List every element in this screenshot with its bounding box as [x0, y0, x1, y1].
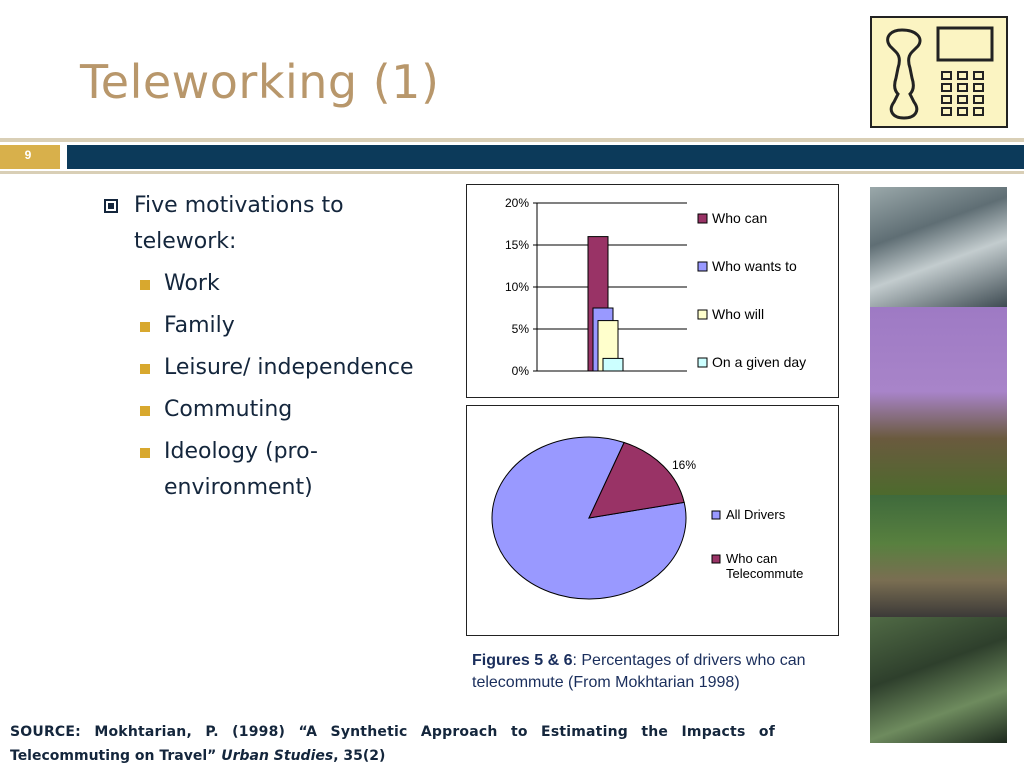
main-bullet: Five motivations to telework: [100, 188, 450, 260]
sub-bullet-text: Ideology (pro-environment) [164, 439, 318, 500]
source-line-2: Telecommuting on Travel” [10, 748, 222, 764]
legend-label: All Drivers [726, 507, 786, 522]
square-bullet-icon [140, 322, 150, 332]
source-citation: SOURCE: Mokhtarian, P. (1998) “A Synthet… [10, 720, 775, 768]
square-bullet-icon [140, 448, 150, 458]
legend-swatch [711, 510, 721, 520]
pie-chart-svg: 16% All Drivers Who can Telecommute [491, 436, 803, 600]
sub-bullet: Ideology (pro-environment) [100, 434, 450, 506]
legend-label: Who can [712, 210, 767, 226]
sub-bullet: Leisure/ independence [100, 350, 450, 386]
bullet-list: Five motivations to telework: Work Famil… [100, 188, 450, 506]
photo-power-lines [870, 307, 1007, 495]
y-tick-label: 5% [512, 322, 530, 336]
sub-bullet-text: Leisure/ independence [164, 355, 414, 380]
legend-swatch [697, 213, 708, 224]
y-tick-label: 15% [505, 238, 529, 252]
legend-swatch [711, 554, 721, 564]
source-line-2-end: , 35(2) [333, 748, 386, 764]
header-band [67, 145, 1024, 169]
caption-text: : Percentages of drivers who can telecom… [472, 652, 806, 691]
legend-swatch [697, 357, 708, 368]
band-gap [60, 145, 67, 169]
header-rule [0, 138, 1024, 142]
photo-circuit-globe [870, 495, 1007, 617]
source-line-1: SOURCE: Mokhtarian, P. (1998) “A Synthet… [10, 724, 775, 740]
sub-bullet: Commuting [100, 392, 450, 428]
sub-bullet-text: Commuting [164, 397, 293, 422]
sub-bullet-text: Work [164, 271, 220, 296]
journal-name: Urban Studies [221, 748, 334, 764]
legend-label: Who wants to [712, 258, 797, 274]
main-bullet-text: Five motivations to telework: [134, 193, 344, 254]
pie-chart: 16% All Drivers Who can Telecommute [466, 405, 839, 636]
sub-bullet: Family [100, 308, 450, 344]
legend-label: Who will [712, 306, 764, 322]
legend-swatch [697, 309, 708, 320]
y-tick-label: 0% [512, 364, 530, 378]
y-tick-label: 20% [505, 196, 529, 210]
bar-chart: 20% 15% 10% 5% 0% Who can Who wants to Who will… [466, 184, 839, 398]
sub-bullet-text: Family [164, 313, 235, 338]
slide-number: 9 [24, 148, 32, 162]
caption-label: Figures 5 & 6 [472, 652, 573, 669]
slide-title: Teleworking (1) [80, 55, 440, 109]
legend-label: Who can Telecommute [726, 551, 803, 581]
photo-transmission-tower [870, 187, 1007, 307]
legend-label: On a given day [712, 354, 806, 370]
legend-swatch [697, 261, 708, 272]
header-rule-lower [0, 171, 1024, 174]
bar [602, 357, 624, 372]
bar-chart-svg: 20% 15% 10% 5% 0% Who can Who wants to Who will… [505, 196, 806, 378]
square-bullet-icon [140, 406, 150, 416]
pie-data-label: 16% [672, 458, 696, 472]
pie-slice [588, 441, 685, 519]
telephone-icon [870, 16, 1008, 128]
figure-caption: Figures 5 & 6: Percentages of drivers wh… [472, 650, 842, 694]
hollow-square-bullet-icon [104, 199, 118, 213]
y-tick-label: 10% [505, 280, 529, 294]
square-bullet-icon [140, 280, 150, 290]
slide-number-box [0, 145, 60, 169]
sub-bullet: Work [100, 266, 450, 302]
square-bullet-icon [140, 364, 150, 374]
photo-cables [870, 617, 1007, 743]
